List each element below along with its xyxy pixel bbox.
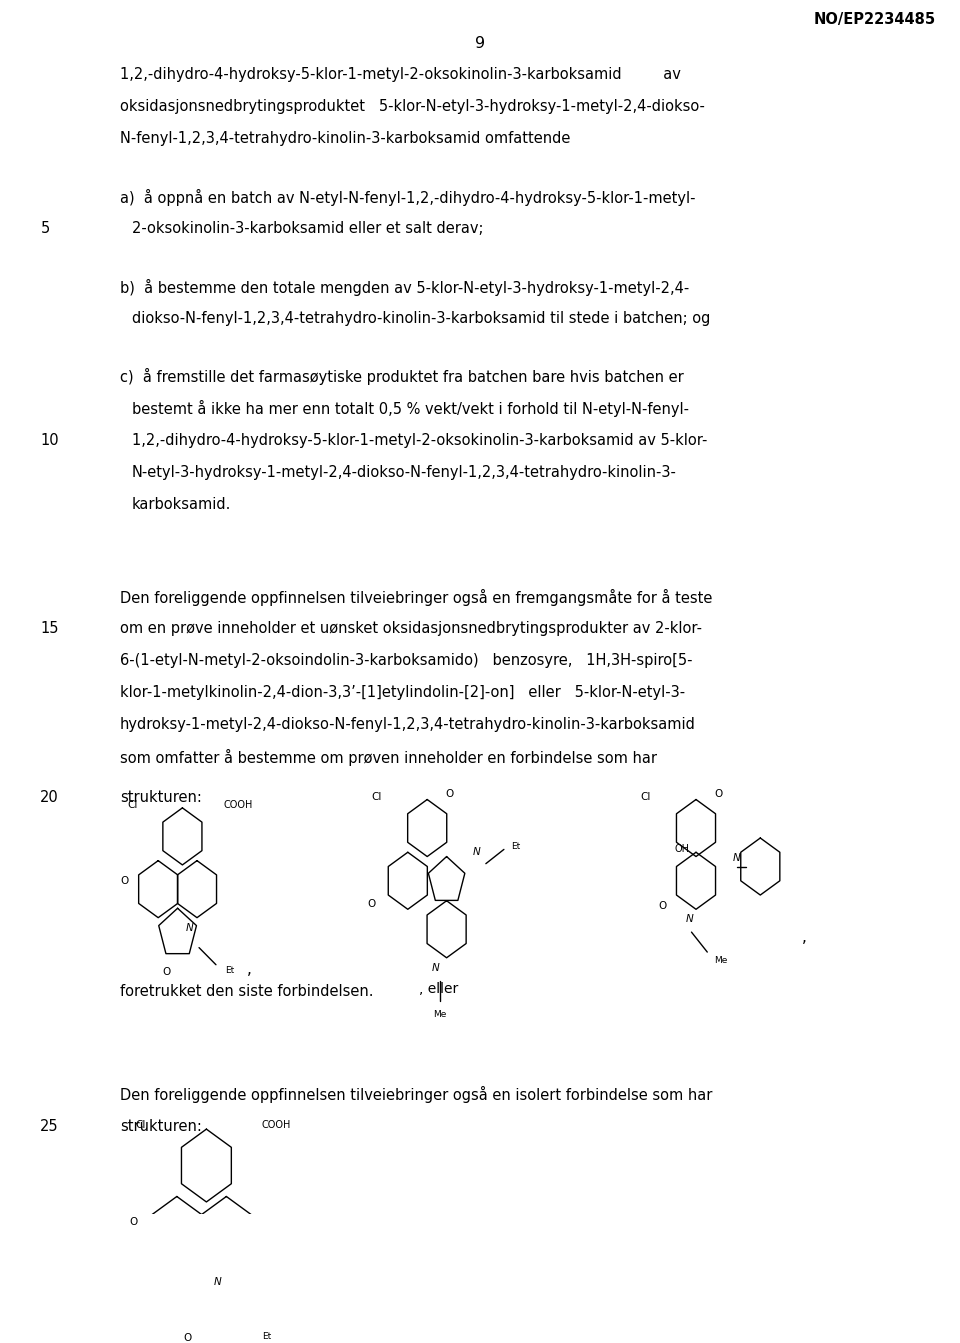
Text: a)  å oppnå en batch av N-etyl-N-fenyl-1,2,-dihydro-4-hydroksy-5-klor-1-metyl-: a) å oppnå en batch av N-etyl-N-fenyl-1,…	[120, 189, 695, 205]
Text: NO/EP2234485: NO/EP2234485	[814, 12, 936, 27]
Text: N: N	[431, 963, 439, 972]
Text: 1,2,-dihydro-4-hydroksy-5-klor-1-metyl-2-oksokinolin-3-karboksamid         av: 1,2,-dihydro-4-hydroksy-5-klor-1-metyl-2…	[120, 67, 681, 82]
Text: oksidasjonsnedbrytingsproduktet   5-klor-N-etyl-3-hydroksy-1-metyl-2,4-diokso-: oksidasjonsnedbrytingsproduktet 5-klor-N…	[120, 99, 705, 114]
Text: hydroksy-1-metyl-2,4-diokso-N-fenyl-1,2,3,4-tetrahydro-kinolin-3-karboksamid: hydroksy-1-metyl-2,4-diokso-N-fenyl-1,2,…	[120, 717, 696, 732]
Text: 10: 10	[40, 432, 59, 447]
Text: , eller: , eller	[419, 982, 458, 997]
Text: N: N	[732, 853, 740, 864]
Text: OH: OH	[674, 845, 689, 854]
Text: N: N	[186, 923, 194, 932]
Text: O: O	[130, 1217, 137, 1228]
Text: c)  å fremstille det farmasøytiske produktet fra batchen bare hvis batchen er: c) å fremstille det farmasøytiske produk…	[120, 368, 684, 385]
Text: Et: Et	[225, 966, 234, 975]
Text: klor-1-metylkinolin-2,4-dion-3,3’-[1]etylindolin-[2]-on]   eller   5-klor-N-etyl: klor-1-metylkinolin-2,4-dion-3,3’-[1]ety…	[120, 685, 685, 700]
Text: Et: Et	[511, 842, 520, 851]
Text: 1,2,-dihydro-4-hydroksy-5-klor-1-metyl-2-oksokinolin-3-karboksamid av 5-klor-: 1,2,-dihydro-4-hydroksy-5-klor-1-metyl-2…	[132, 432, 707, 447]
Text: Et: Et	[262, 1332, 272, 1342]
Text: O: O	[183, 1334, 191, 1343]
Text: Cl: Cl	[135, 1120, 146, 1131]
Text: COOH: COOH	[261, 1120, 291, 1131]
Text: COOH: COOH	[223, 800, 252, 810]
Text: 6-(1-etyl-N-metyl-2-oksoindolin-3-karboksamido)   benzosyre,   1H,3H-spiro[5-: 6-(1-etyl-N-metyl-2-oksoindolin-3-karbok…	[120, 653, 692, 667]
Text: Den foreliggende oppfinnelsen tilveiebringer også en fremgangsmåte for å teste: Den foreliggende oppfinnelsen tilveiebri…	[120, 588, 712, 606]
Text: om en prøve inneholder et uønsket oksidasjonsnedbrytingsprodukter av 2-klor-: om en prøve inneholder et uønsket oksida…	[120, 620, 702, 635]
Text: ,: ,	[802, 931, 806, 945]
Text: O: O	[120, 876, 129, 885]
Text: b)  å bestemme den totale mengden av 5-klor-N-etyl-3-hydroksy-1-metyl-2,4-: b) å bestemme den totale mengden av 5-kl…	[120, 278, 689, 295]
Text: diokso-N-fenyl-1,2,3,4-tetrahydro-kinolin-3-karboksamid til stede i batchen; og: diokso-N-fenyl-1,2,3,4-tetrahydro-kinoli…	[132, 310, 709, 325]
Text: foretrukket den siste forbindelsen.: foretrukket den siste forbindelsen.	[120, 983, 373, 999]
Text: 2-oksokinolin-3-karboksamid eller et salt derav;: 2-oksokinolin-3-karboksamid eller et sal…	[132, 220, 483, 236]
Text: Cl: Cl	[372, 791, 382, 802]
Text: strukturen:: strukturen:	[120, 790, 202, 804]
Text: Me: Me	[714, 956, 728, 966]
Text: O: O	[445, 788, 454, 799]
Text: Me: Me	[433, 1010, 446, 1019]
Text: Den foreliggende oppfinnelsen tilveiebringer også en isolert forbindelse som har: Den foreliggende oppfinnelsen tilveiebri…	[120, 1086, 712, 1104]
Text: karboksamid.: karboksamid.	[132, 497, 231, 512]
Text: 15: 15	[40, 620, 59, 635]
Text: Cl: Cl	[640, 791, 651, 802]
Text: bestemt å ikke ha mer enn totalt 0,5 % vekt/vekt i forhold til N-etyl-N-fenyl-: bestemt å ikke ha mer enn totalt 0,5 % v…	[132, 400, 688, 418]
Text: N-etyl-3-hydroksy-1-metyl-2,4-diokso-N-fenyl-1,2,3,4-tetrahydro-kinolin-3-: N-etyl-3-hydroksy-1-metyl-2,4-diokso-N-f…	[132, 465, 677, 479]
Text: 25: 25	[40, 1119, 59, 1133]
Text: O: O	[658, 901, 666, 912]
Text: N: N	[473, 847, 481, 857]
Text: strukturen:: strukturen:	[120, 1119, 202, 1133]
Text: O: O	[368, 898, 375, 909]
Text: O: O	[162, 967, 171, 976]
Text: 20: 20	[40, 790, 60, 804]
Text: N-fenyl-1,2,3,4-tetrahydro-kinolin-3-karboksamid omfattende: N-fenyl-1,2,3,4-tetrahydro-kinolin-3-kar…	[120, 132, 570, 146]
Text: som omfatter å bestemme om prøven inneholder en forbindelse som har: som omfatter å bestemme om prøven inneho…	[120, 749, 657, 767]
Text: Cl: Cl	[127, 800, 137, 810]
Text: N: N	[685, 915, 693, 924]
Text: 9: 9	[475, 36, 485, 51]
Text: 5: 5	[40, 220, 50, 236]
Text: O: O	[714, 788, 723, 799]
Text: ,: ,	[248, 962, 252, 976]
Text: N: N	[213, 1277, 222, 1287]
